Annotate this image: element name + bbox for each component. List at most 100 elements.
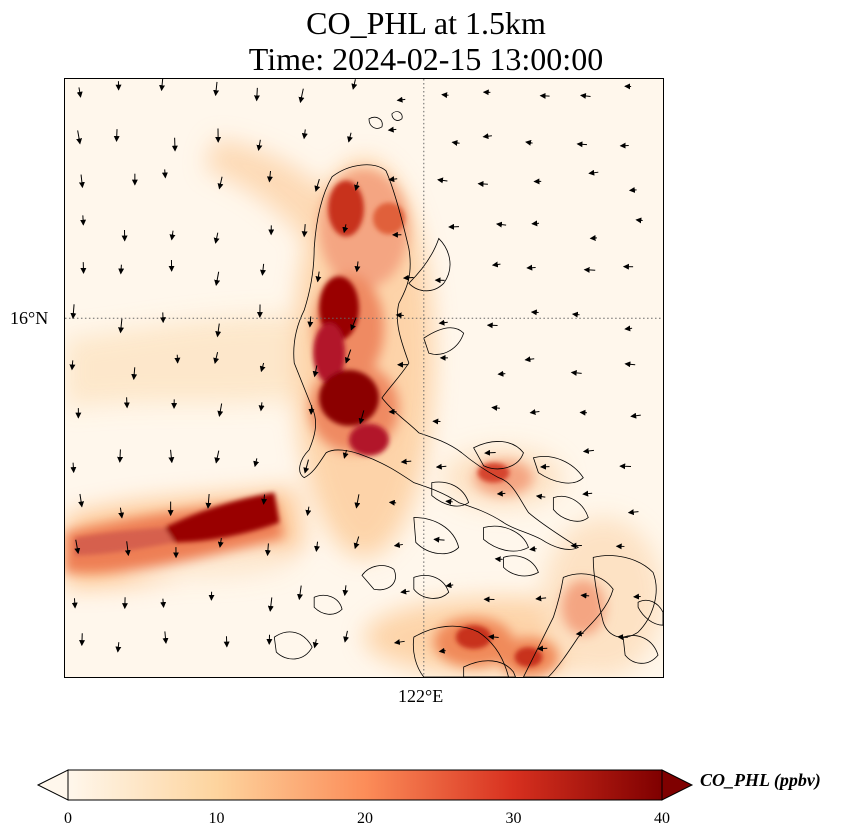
wind-arrow — [354, 261, 361, 273]
chart-title-line-1: CO_PHL at 1.5km — [306, 5, 546, 41]
wind-arrow — [583, 266, 596, 273]
wind-arrow — [301, 224, 308, 238]
wind-arrow — [118, 507, 125, 519]
wind-arrow — [298, 88, 305, 104]
wind-arrow — [342, 224, 349, 234]
wind-arrow — [314, 179, 321, 192]
wind-arrow — [491, 261, 501, 268]
latitude-tick-label: 16°N — [10, 308, 49, 328]
wind-arrow — [160, 598, 167, 609]
colorbar-label: CO_PHL (ppbv) — [700, 770, 821, 790]
wind-arrow — [69, 360, 76, 371]
colorbar-tick-30: 30 — [505, 810, 522, 827]
wind-arrow — [343, 630, 349, 643]
wind-arrow — [217, 403, 224, 417]
wind-arrow — [491, 404, 500, 411]
wind-arrow — [70, 304, 77, 320]
wind-arrow — [387, 126, 397, 133]
wind-arrow — [395, 312, 404, 319]
wind-arrow — [525, 139, 533, 146]
wind-arrow — [494, 556, 503, 563]
wind-arrow — [131, 367, 138, 381]
wind-arrow — [214, 450, 221, 464]
wind-arrow — [315, 271, 322, 283]
wind-arrow — [531, 220, 540, 227]
wind-arrow — [168, 449, 175, 464]
wind-arrow — [342, 585, 349, 597]
wind-arrow — [579, 92, 591, 99]
wind-arrow — [342, 449, 349, 459]
wind-arrow — [253, 87, 260, 102]
wind-arrow — [482, 133, 492, 140]
wind-arrow — [256, 139, 263, 152]
wind-arrow — [214, 271, 221, 286]
wind-arrow — [580, 592, 590, 599]
wind-arrow — [524, 356, 535, 363]
wind-arrow — [400, 458, 412, 465]
wind-arrow — [438, 319, 448, 326]
wind-arrow — [161, 169, 168, 179]
wind-arrow — [314, 541, 320, 553]
wind-arrow — [535, 493, 546, 500]
coastlines — [273, 111, 663, 677]
wind-arrow — [217, 537, 224, 548]
colorbar-tick-0: 0 — [64, 810, 72, 827]
wind-arrow — [205, 493, 212, 509]
map-panel — [64, 78, 664, 678]
wind-arrow — [266, 170, 273, 183]
colorbar-tick-10: 10 — [208, 810, 225, 827]
wind-arrow — [437, 177, 448, 184]
wind-arrow — [78, 174, 85, 189]
wind-arrow — [628, 187, 637, 193]
wind-arrow — [259, 362, 266, 373]
wind-arrow — [76, 87, 83, 98]
chart-title-line-2: Time: 2024-02-15 13:00:00 — [248, 41, 604, 77]
wind-arrow — [529, 545, 537, 552]
wind-arrow — [576, 141, 587, 148]
wind-arrow — [487, 634, 499, 641]
colorbar-tick-40: 40 — [654, 810, 670, 827]
wind-arrow — [497, 370, 506, 377]
map-svg — [65, 79, 663, 677]
wind-arrow — [76, 130, 83, 145]
wind-arrow — [261, 494, 268, 505]
wind-arrow — [350, 317, 357, 331]
wind-arrow — [388, 176, 398, 183]
wind-arrow — [393, 541, 403, 548]
wind-arrow — [301, 129, 308, 140]
wind-arrow — [169, 230, 176, 241]
wind-arrow — [624, 361, 636, 368]
wind-arrow — [347, 132, 353, 143]
wind-arrow — [267, 597, 274, 612]
wind-arrow — [159, 79, 166, 92]
wind-arrow — [78, 493, 85, 508]
concentration-field — [65, 138, 663, 677]
wind-arrow — [303, 459, 310, 474]
wind-arrow — [529, 409, 540, 415]
wind-arrow — [118, 264, 125, 275]
wind-arrow — [162, 631, 169, 645]
wind-arrow — [451, 140, 460, 146]
wind-arrow — [115, 642, 122, 653]
wind-arrow — [354, 181, 360, 191]
wind-arrow — [312, 639, 319, 649]
wind-arrow — [570, 369, 582, 376]
wind-arrow — [312, 365, 319, 378]
wind-arrow — [624, 325, 633, 332]
wind-arrow — [358, 410, 365, 425]
wind-arrow — [308, 405, 315, 415]
wind-arrow — [213, 351, 220, 365]
colorbar-extend-min — [36, 769, 69, 801]
wind-arrow — [353, 536, 360, 550]
wind-arrow — [260, 263, 266, 276]
colorbar-tick-20: 20 — [357, 810, 373, 827]
wind-arrow — [582, 447, 594, 454]
wind-arrow — [71, 598, 78, 609]
wind-arrow — [253, 458, 260, 468]
wind-arrow — [297, 585, 303, 601]
wind-arrow — [445, 498, 453, 505]
wind-arrow — [70, 462, 77, 474]
wind-arrow — [213, 81, 220, 97]
wind-arrow — [433, 536, 445, 543]
wind-arrow — [307, 316, 314, 328]
